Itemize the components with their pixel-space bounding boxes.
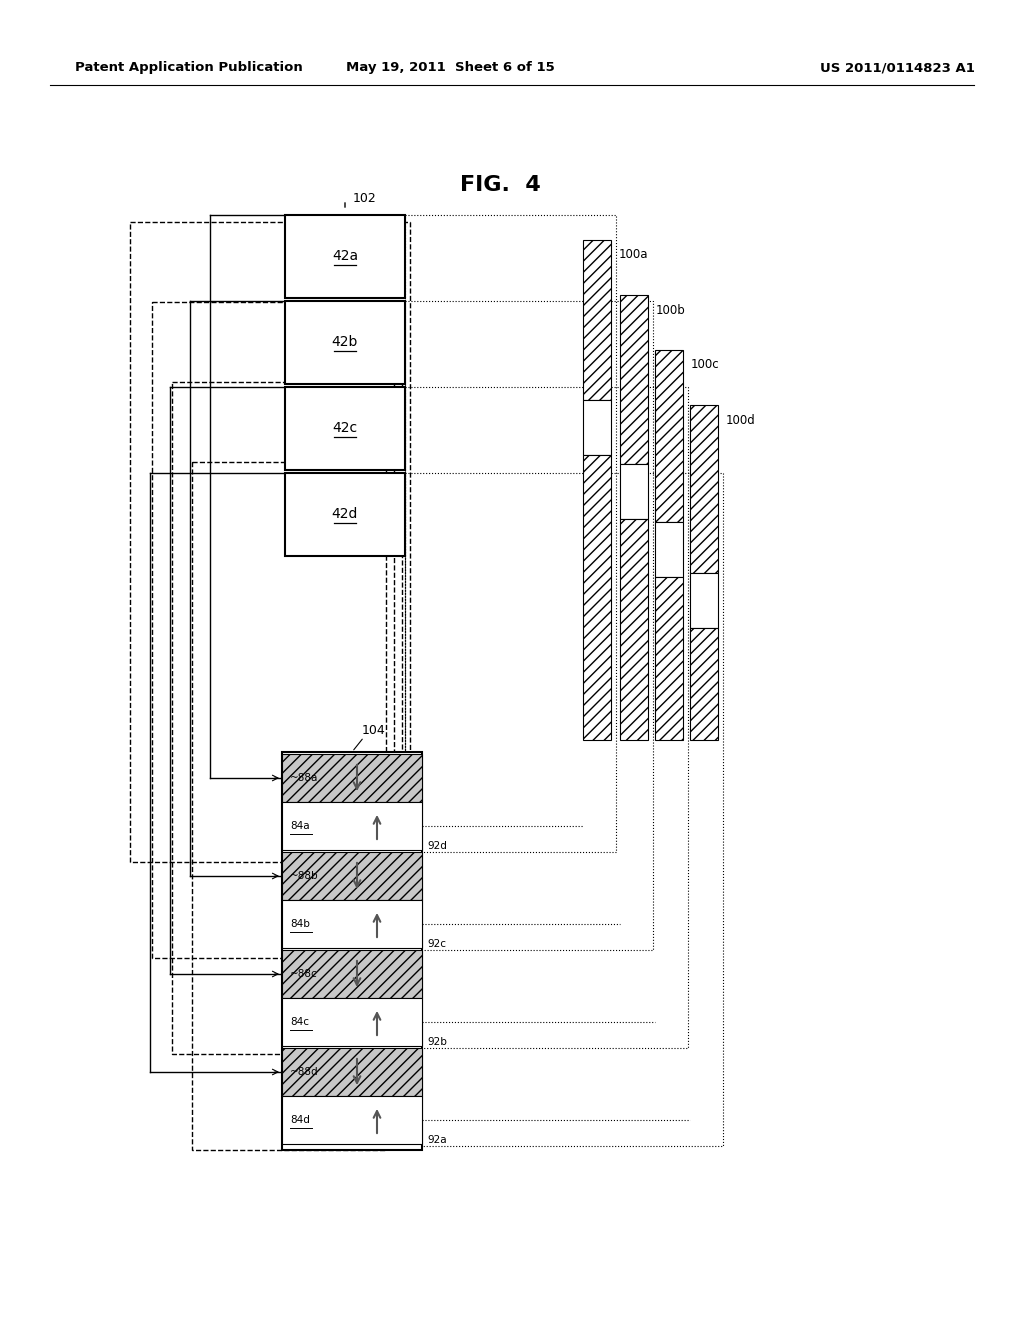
- Bar: [583, 240, 611, 400]
- Text: 92d: 92d: [427, 841, 446, 851]
- Bar: [690, 627, 718, 741]
- Bar: [583, 400, 611, 455]
- Text: 92a: 92a: [427, 1135, 446, 1144]
- Text: ~88a: ~88a: [290, 774, 318, 783]
- Text: 42b: 42b: [332, 335, 358, 350]
- Text: 100a: 100a: [618, 248, 648, 261]
- Text: 42a: 42a: [332, 249, 358, 264]
- Text: May 19, 2011  Sheet 6 of 15: May 19, 2011 Sheet 6 of 15: [346, 62, 554, 74]
- Text: 100b: 100b: [656, 304, 686, 317]
- Bar: [282, 803, 422, 850]
- Bar: [282, 1048, 422, 1096]
- Text: 102: 102: [353, 191, 377, 205]
- Text: 100d: 100d: [726, 413, 756, 426]
- Text: 84c: 84c: [290, 1016, 309, 1027]
- Bar: [690, 573, 718, 627]
- Text: 100c: 100c: [691, 359, 720, 371]
- Bar: [406, 387, 688, 1048]
- Bar: [152, 302, 402, 958]
- Text: 84a: 84a: [290, 821, 309, 832]
- Bar: [583, 455, 611, 741]
- Text: 84b: 84b: [290, 919, 310, 929]
- Bar: [282, 752, 422, 1150]
- Bar: [620, 294, 648, 465]
- Bar: [172, 381, 394, 1053]
- Bar: [285, 215, 406, 298]
- Text: 42c: 42c: [333, 421, 357, 436]
- Bar: [620, 465, 648, 519]
- Bar: [655, 577, 683, 741]
- Text: ~88b: ~88b: [290, 871, 318, 880]
- Text: US 2011/0114823 A1: US 2011/0114823 A1: [820, 62, 975, 74]
- Bar: [282, 998, 422, 1045]
- Bar: [282, 900, 422, 948]
- Text: 104: 104: [362, 723, 386, 737]
- Text: ~88c: ~88c: [290, 969, 317, 979]
- Bar: [193, 462, 386, 1150]
- Text: FIG.  4: FIG. 4: [460, 176, 541, 195]
- Text: 42d: 42d: [332, 507, 358, 521]
- Text: 92b: 92b: [427, 1038, 446, 1047]
- Bar: [282, 1096, 422, 1144]
- Text: ~88d: ~88d: [290, 1067, 318, 1077]
- Bar: [655, 521, 683, 577]
- Bar: [285, 387, 406, 470]
- Bar: [406, 473, 723, 1146]
- Text: 92c: 92c: [427, 939, 446, 949]
- Bar: [655, 350, 683, 521]
- Bar: [406, 301, 653, 950]
- Bar: [406, 215, 616, 851]
- Text: Patent Application Publication: Patent Application Publication: [75, 62, 303, 74]
- Bar: [282, 851, 422, 900]
- Bar: [282, 950, 422, 998]
- Bar: [690, 405, 718, 573]
- Bar: [282, 754, 422, 803]
- Bar: [130, 222, 410, 862]
- Bar: [285, 301, 406, 384]
- Text: 84d: 84d: [290, 1115, 310, 1125]
- Bar: [285, 473, 406, 556]
- Bar: [620, 519, 648, 741]
